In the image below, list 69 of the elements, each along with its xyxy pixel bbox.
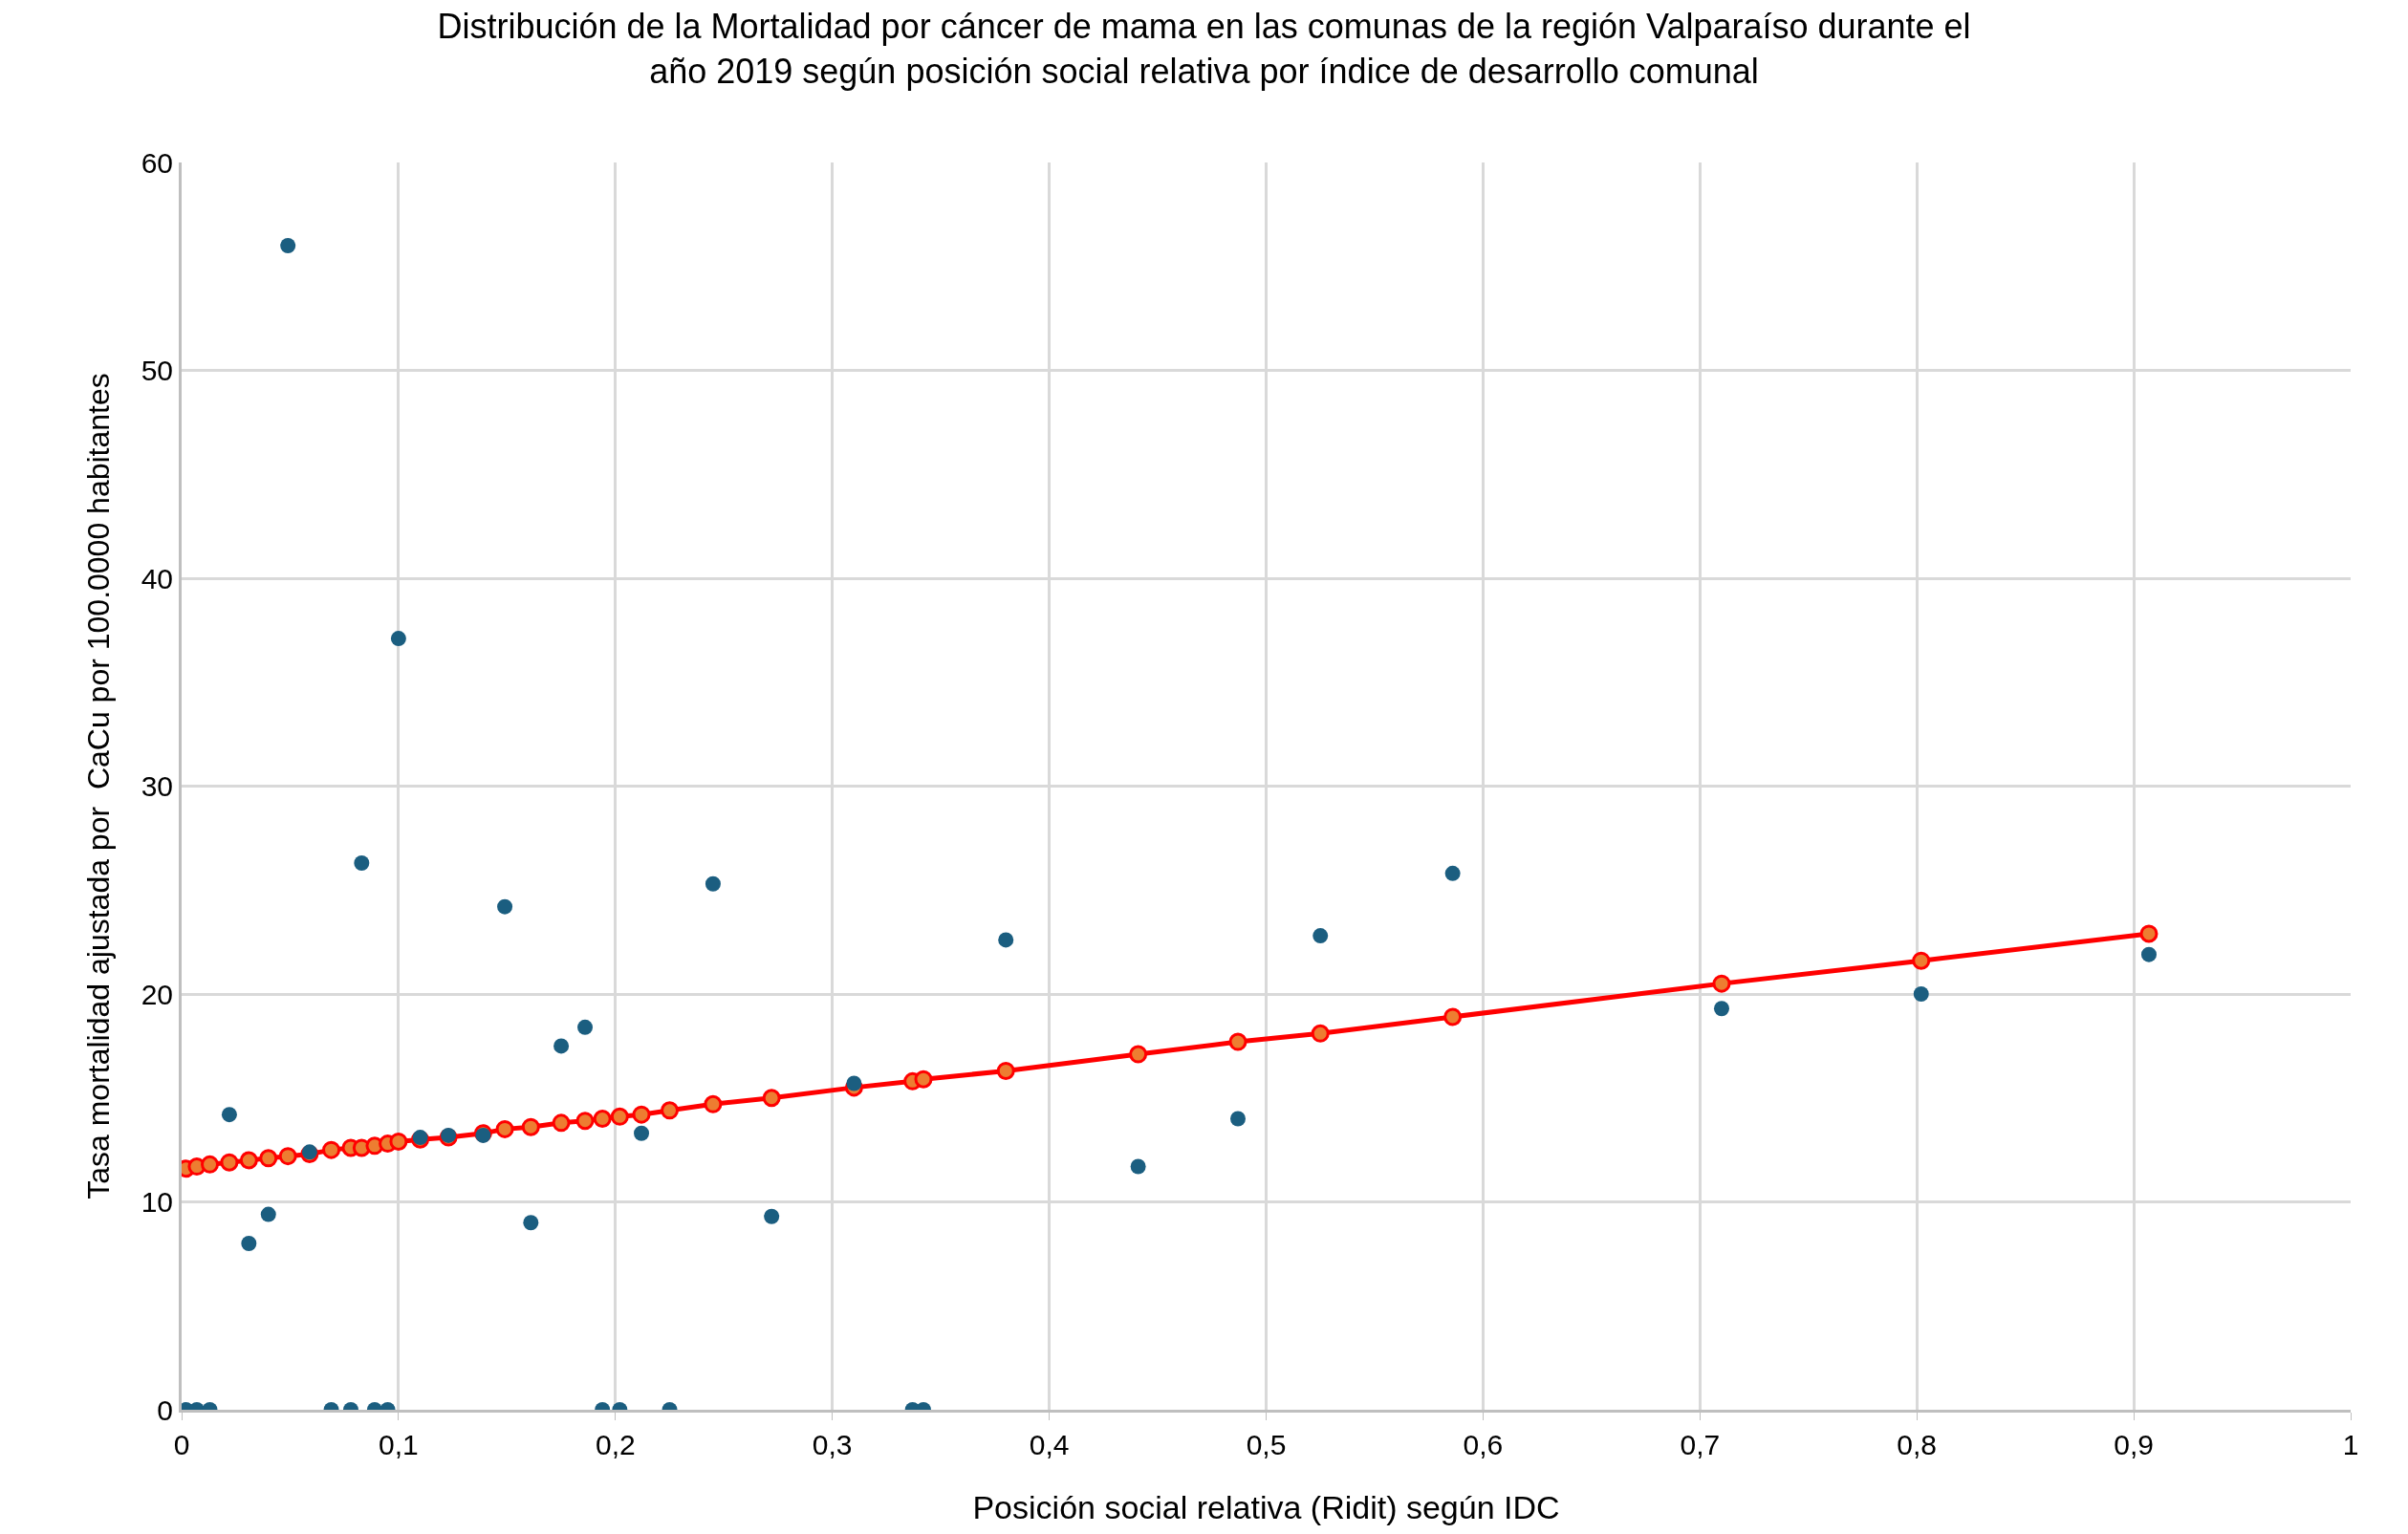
y-tick-label: 50 [141, 355, 173, 386]
y-axis-title: Tasa mortalidad ajustada por CaCu por 100.0000 habitantes [81, 373, 116, 1199]
point [914, 1069, 933, 1089]
point [575, 1112, 595, 1131]
point [632, 1105, 651, 1124]
y-tick-label: 0 [157, 1394, 173, 1426]
point [998, 932, 1014, 948]
point [1312, 928, 1329, 944]
point [354, 854, 370, 871]
point [389, 1132, 408, 1151]
x-tick-label: 1 [2342, 1429, 2359, 1460]
point [610, 1107, 629, 1126]
point [764, 1208, 780, 1224]
point [1130, 1158, 1146, 1175]
point [1714, 1001, 1729, 1017]
point [705, 875, 721, 892]
point [1129, 1045, 1148, 1064]
point [201, 1155, 219, 1174]
x-tick-label: 0,2 [595, 1429, 636, 1460]
x-tick-label: 0,5 [1246, 1429, 1287, 1460]
point [1712, 974, 1731, 993]
point [593, 1110, 612, 1128]
y-tick-label: 60 [141, 146, 173, 179]
point [497, 898, 513, 915]
point [495, 1119, 514, 1138]
x-axis-title: Posición social relativa (Ridit) según IDC [972, 1489, 1560, 1525]
point [521, 1117, 540, 1136]
point [241, 1236, 257, 1251]
x-tick-label: 0,4 [1029, 1429, 1070, 1460]
point [634, 1125, 650, 1141]
point [1444, 865, 1461, 881]
x-tick-label: 0,3 [812, 1429, 853, 1460]
point [1228, 1032, 1247, 1051]
point [280, 238, 296, 253]
point [996, 1061, 1015, 1080]
point [278, 1147, 297, 1166]
x-tick-label: 0,6 [1463, 1429, 1504, 1460]
point [1913, 986, 1929, 1002]
point [523, 1215, 539, 1231]
point [441, 1127, 457, 1143]
point [762, 1089, 781, 1108]
point [260, 1206, 276, 1222]
point [2139, 924, 2159, 943]
chart-title: Distribución de la Mortalidad por cáncer de mama en las comunas de la región Valparaíso durante el año 2019 según posición social relativa por índice de desarrollo comunal [437, 7, 1971, 91]
y-tick-label: 20 [141, 978, 173, 1010]
point [221, 1107, 237, 1123]
point [220, 1153, 239, 1172]
point [1311, 1024, 1330, 1043]
x-tick-label: 0,1 [379, 1429, 419, 1460]
point [1230, 1111, 1246, 1127]
point [239, 1151, 258, 1170]
point [322, 1140, 341, 1159]
point [2140, 946, 2157, 962]
point [259, 1149, 278, 1168]
point [390, 631, 406, 647]
x-tick-label: 0,9 [2114, 1429, 2154, 1460]
point [704, 1094, 723, 1113]
point [661, 1101, 680, 1120]
point [577, 1019, 594, 1035]
point [1443, 1007, 1463, 1026]
x-tick-label: 0,8 [1897, 1429, 1938, 1460]
point [846, 1075, 862, 1091]
point [1912, 951, 1931, 970]
x-tick-label: 0,7 [1680, 1429, 1721, 1460]
y-tick-label: 10 [141, 1186, 173, 1218]
point [552, 1113, 571, 1133]
y-tick-label: 40 [141, 562, 173, 594]
point [553, 1038, 570, 1054]
y-tick-label: 30 [141, 770, 173, 802]
